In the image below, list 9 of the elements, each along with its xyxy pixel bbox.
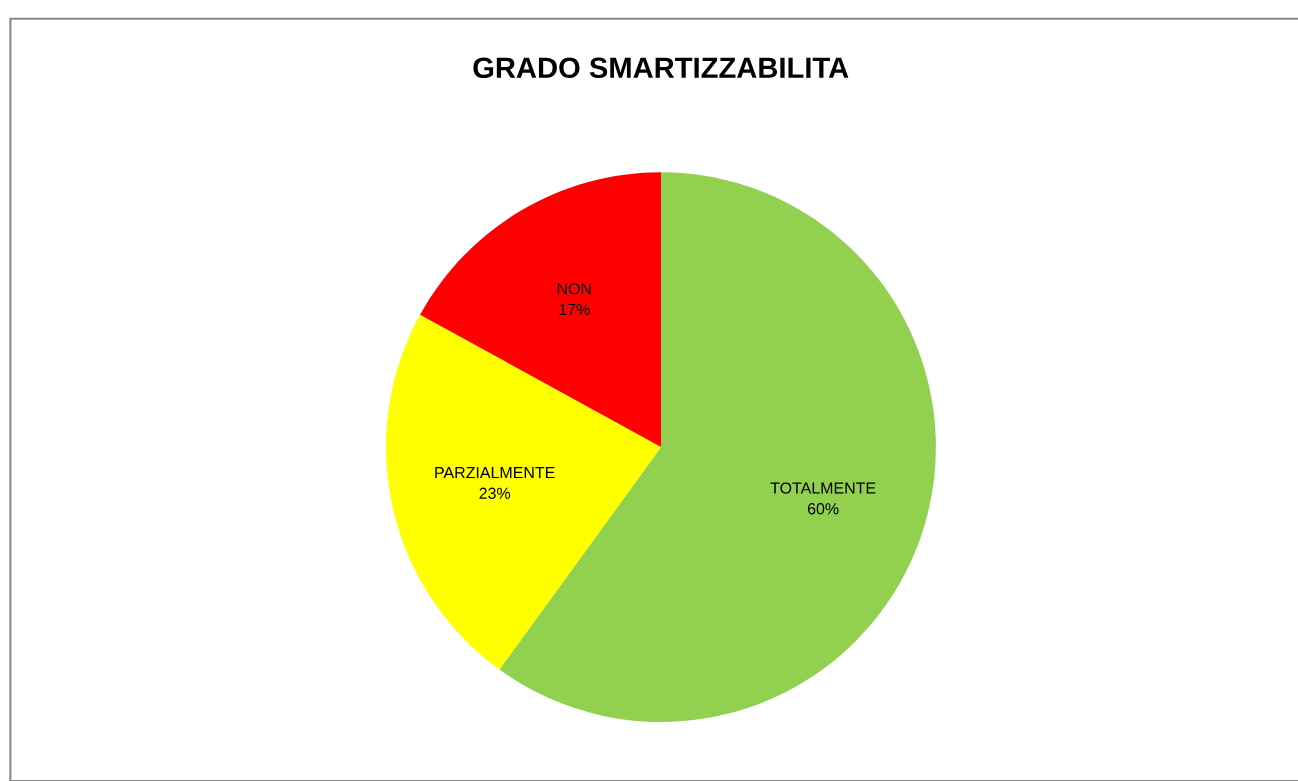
pie-slice	[386, 314, 662, 670]
chart-title: GRADO SMARTIZZABILITA	[473, 57, 849, 79]
slice-label: TOTALMENTE	[770, 482, 876, 494]
pie-slice	[420, 172, 662, 448]
data-label: 23%	[479, 487, 511, 499]
slice-label: PARZIALMENTE	[435, 467, 555, 479]
slice-label: NON	[557, 283, 591, 295]
data-label: 17%	[559, 303, 590, 315]
data-label: 60%	[807, 503, 839, 515]
